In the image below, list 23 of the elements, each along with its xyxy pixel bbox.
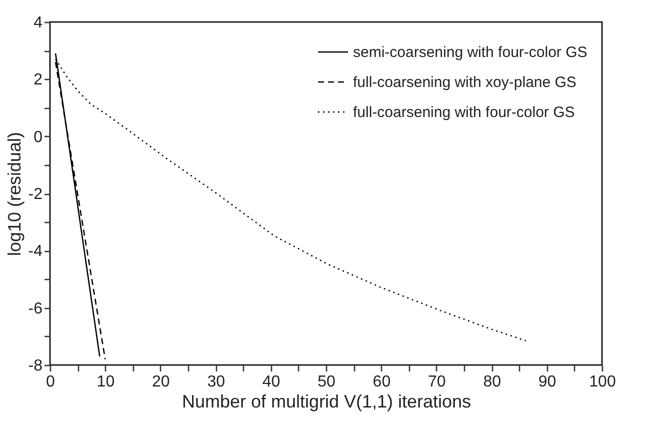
y-tick-label: 0 bbox=[34, 128, 43, 146]
x-tick-label: 10 bbox=[96, 374, 115, 390]
y-tick-label: 4 bbox=[34, 14, 43, 32]
y-tick-label: -2 bbox=[28, 186, 43, 203]
y-tick-label: -8 bbox=[28, 358, 43, 374]
x-tick-label: 100 bbox=[589, 374, 616, 390]
x-tick-label: 0 bbox=[46, 374, 56, 390]
x-axis-title: Number of multigrid V(1,1) iterations bbox=[182, 392, 472, 412]
legend-label: full-coarsening with four-color GS bbox=[353, 104, 575, 121]
x-tick-label: 30 bbox=[207, 374, 226, 390]
x-tick-label: 80 bbox=[483, 374, 502, 390]
y-tick-label: 2 bbox=[34, 72, 43, 89]
y-tick-label: -4 bbox=[28, 243, 43, 260]
legend-label: semi-coarsening with four-color GS bbox=[353, 44, 588, 61]
x-tick-label: 90 bbox=[538, 374, 556, 390]
y-axis-title: log10 (residual) bbox=[4, 132, 24, 256]
x-tick-label: 40 bbox=[262, 374, 280, 390]
legend-label: full-coarsening with xoy-plane GS bbox=[353, 74, 576, 91]
x-tick-label: 70 bbox=[428, 374, 446, 390]
x-tick-label: 50 bbox=[318, 374, 336, 390]
y-tick-label: -6 bbox=[28, 300, 43, 318]
x-tick-label: 60 bbox=[372, 374, 391, 390]
x-tick-label: 20 bbox=[152, 374, 170, 390]
